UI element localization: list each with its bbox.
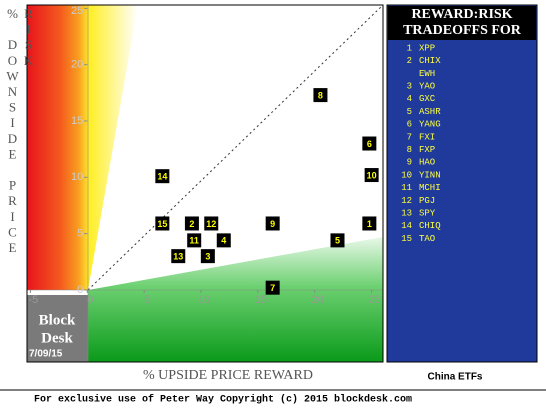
item-name: MCHI (419, 183, 441, 193)
item-number: 1 (407, 43, 412, 53)
point (313, 88, 328, 103)
item-number: 11 (401, 183, 412, 193)
brand-box (27, 295, 88, 362)
item-number: 9 (407, 158, 412, 168)
item-name: ASHR (419, 107, 441, 117)
x-tick-label: 5 (144, 294, 150, 306)
point-label: 1 (367, 219, 372, 229)
caption: China ETFs (427, 372, 482, 383)
item-name: XPP (419, 43, 435, 53)
x-tick-label: 0 (87, 294, 93, 306)
point (204, 216, 219, 231)
item-number: 2 (407, 56, 412, 66)
item-number: 12 (401, 196, 412, 206)
x-tick-label: 25 (369, 294, 381, 306)
point (187, 233, 202, 248)
y-tick-label: 20 (71, 59, 83, 71)
panel-title: TRADEOFFS FOR (403, 23, 522, 38)
x-axis-label: % UPSIDE PRICE REWARD (143, 368, 313, 383)
point (362, 216, 377, 231)
point (171, 249, 186, 264)
point-label: 8 (318, 90, 323, 100)
item-name: YAO (419, 81, 435, 91)
item-number: 3 (407, 81, 412, 91)
plot-frame (26, 4, 384, 363)
item-name: CHIQ (419, 221, 441, 231)
item-name: TAO (419, 234, 435, 244)
item-name: GXC (419, 94, 436, 104)
brand-line: Block (39, 312, 76, 328)
point (200, 249, 215, 264)
panel-title: REWARD:RISK (411, 7, 512, 22)
item-name: FXP (419, 145, 435, 155)
date: 7/09/15 (29, 349, 63, 360)
diagonal (87, 4, 384, 291)
item-number: 10 (401, 170, 412, 180)
point-label: 11 (189, 236, 199, 246)
point-label: 10 (367, 170, 377, 180)
y-tick-label: 5 (77, 228, 83, 240)
item-name: FXI (419, 132, 435, 142)
point (155, 216, 170, 231)
item-name: YINN (419, 170, 441, 180)
item-name: YANG (419, 120, 441, 130)
point (184, 216, 199, 231)
point-label: 12 (206, 219, 216, 229)
item-name: EWH (419, 69, 435, 79)
y-tick-label: 25 (71, 5, 83, 17)
item-name: HAO (419, 158, 435, 168)
item-number: 6 (407, 120, 412, 130)
point (155, 169, 170, 184)
point (216, 233, 231, 248)
y-tick-label: 15 (71, 115, 83, 127)
point-label: 4 (221, 236, 226, 246)
item-number: 14 (401, 221, 412, 231)
point-label: 7 (270, 283, 275, 293)
panel-header (388, 6, 536, 40)
point (330, 233, 345, 248)
y-axis-label: % DOWNSIDE PRICE RISK (5, 6, 36, 256)
item-number: 8 (407, 145, 412, 155)
point (265, 216, 280, 231)
reward-zone (88, 237, 383, 362)
item-name: CHIX (419, 56, 441, 66)
point (265, 280, 280, 295)
item-number: 7 (407, 132, 412, 142)
x-tick-label: 10 (198, 294, 210, 306)
point-label: 5 (335, 236, 340, 246)
point-label: 6 (367, 139, 372, 149)
y-tick-label: 10 (71, 171, 83, 183)
point (362, 136, 377, 151)
brand-line: Desk (41, 330, 73, 346)
point-label: 13 (173, 252, 183, 262)
point-label: 9 (270, 219, 275, 229)
panel (386, 4, 538, 363)
point-label: 14 (157, 172, 167, 182)
point-label: 2 (189, 219, 194, 229)
footer: For exclusive use of Peter Way Copyright… (34, 394, 412, 406)
x-tick-label: 20 (312, 294, 324, 306)
item-name: PGJ (419, 196, 435, 206)
item-number: 13 (401, 208, 412, 218)
risk-zone (27, 5, 88, 290)
item-number: 5 (407, 107, 412, 117)
item-number: 15 (401, 234, 412, 244)
item-name: SPY (419, 208, 436, 218)
point (364, 168, 379, 183)
item-number: 4 (407, 94, 412, 104)
point-label: 3 (205, 252, 210, 262)
caution-zone (88, 5, 138, 290)
point-label: 15 (157, 219, 167, 229)
y-tick-label: 0 (77, 284, 83, 296)
x-tick-label: 15 (255, 294, 267, 306)
x-tick-label: -5 (29, 294, 39, 306)
